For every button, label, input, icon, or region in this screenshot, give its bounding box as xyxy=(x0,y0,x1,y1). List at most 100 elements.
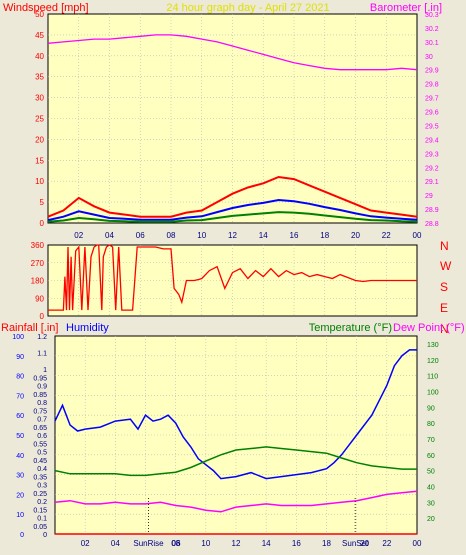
x-tick-label: 20 xyxy=(360,539,369,548)
y-tick-label-temperature: 110 xyxy=(427,374,438,381)
x-tick-label: 18 xyxy=(320,231,329,240)
y-tick-label-temperature: 20 xyxy=(427,516,435,523)
y-tick-label-humidity: 70 xyxy=(16,393,24,400)
wind-direction-panel: 0 90 180 270 360 xyxy=(31,241,418,321)
y-tick-label-humidity: 20 xyxy=(16,492,24,499)
y-tick-label-temperature: 100 xyxy=(427,389,439,396)
y-tick-label-rainfall: 0.7 xyxy=(37,417,47,424)
x-tick-label: 10 xyxy=(197,231,206,240)
series-line-1 xyxy=(47,175,418,218)
direction-line-0 xyxy=(48,244,417,311)
y-tick-label-barometer: 28.8 xyxy=(425,221,439,228)
y-tick-label-barometer: 30.1 xyxy=(425,40,439,47)
y-tick-label-barometer: 29.2 xyxy=(425,165,439,172)
y-tick-label-windspeed: 5 xyxy=(40,198,45,207)
y-tick-label-humidity: 10 xyxy=(16,512,24,519)
rain-humidity-temperature-panel: 010203040506070809010000.050.10.150.20.2… xyxy=(12,334,438,548)
y-tick-label-barometer: 29.5 xyxy=(425,123,439,130)
direction-label-w: W xyxy=(440,259,452,273)
series-line-humidity xyxy=(54,349,417,480)
series-line-0 xyxy=(47,34,418,71)
y-tick-label-rainfall: 0.6 xyxy=(37,433,47,440)
y-tick-label-rainfall: 0.15 xyxy=(33,507,47,514)
y-tick-label-direction: 360 xyxy=(31,241,45,250)
x-tick-label: 00 xyxy=(413,231,422,240)
y-tick-label-barometer: 30.2 xyxy=(425,26,439,33)
y-tick-label-rainfall: 0.75 xyxy=(33,408,47,415)
y-tick-label-temperature: 30 xyxy=(427,500,435,507)
x-tick-label: 14 xyxy=(262,539,271,548)
y-tick-label-windspeed: 45 xyxy=(35,31,44,40)
y-tick-label-humidity: 80 xyxy=(16,374,24,381)
y-tick-label-barometer: 29.4 xyxy=(425,137,439,144)
y-tick-label-rainfall: 0.1 xyxy=(37,516,47,523)
y-tick-label-direction: 270 xyxy=(31,259,45,268)
x-tick-label: 20 xyxy=(351,231,360,240)
y-tick-label-rainfall: 0.55 xyxy=(33,441,47,448)
y-tick-label-temperature: 60 xyxy=(427,453,435,460)
y-tick-label-windspeed: 25 xyxy=(35,115,44,124)
x-tick-label: 08 xyxy=(171,539,180,548)
y-tick-label-barometer: 28.9 xyxy=(425,207,439,214)
y-tick-label-humidity: 40 xyxy=(16,453,24,460)
y-tick-label-barometer: 29.8 xyxy=(425,82,439,89)
y-tick-label-windspeed: 20 xyxy=(35,135,44,144)
y-tick-label-direction: 180 xyxy=(31,277,45,286)
y-tick-label-windspeed: 30 xyxy=(35,94,44,103)
y-tick-label-rainfall: 1.2 xyxy=(37,334,47,341)
rainfall-axis-label: Rainfall [.in] xyxy=(1,322,58,334)
y-tick-label-rainfall: 0.35 xyxy=(33,474,47,481)
y-tick-label-humidity: 0 xyxy=(20,532,24,539)
y-tick-label-windspeed: 40 xyxy=(35,52,44,61)
x-tick-label: 08 xyxy=(167,231,176,240)
y-tick-label-temperature: 70 xyxy=(427,437,435,444)
y-tick-label-rainfall: 1.1 xyxy=(37,351,47,358)
x-tick-label: SunRise xyxy=(133,539,164,548)
y-tick-label-rainfall: 0.05 xyxy=(33,524,47,531)
y-tick-label-temperature: 120 xyxy=(427,358,439,365)
x-tick-label: 06 xyxy=(136,231,145,240)
series-line-temperature xyxy=(54,446,417,477)
y-tick-label-rainfall: 0.65 xyxy=(33,425,47,432)
direction-label-n-top: N xyxy=(440,239,449,253)
y-tick-label-rainfall: 0.9 xyxy=(37,384,47,391)
barometer-axis-label: Barometer [.in] xyxy=(370,2,442,14)
x-tick-label: 06 xyxy=(172,539,181,548)
x-tick-label: 00 xyxy=(413,539,422,548)
y-tick-label-rainfall: 0 xyxy=(43,532,47,539)
y-tick-label-rainfall: 0.25 xyxy=(33,491,47,498)
y-tick-label-humidity: 100 xyxy=(12,334,24,341)
x-tick-label: 14 xyxy=(259,231,268,240)
x-tick-label: 10 xyxy=(201,539,210,548)
chart-title: 24 hour graph day - April 27 2021 xyxy=(166,2,329,14)
temperature-axis-label: Temperature (°F) xyxy=(309,322,392,334)
y-tick-label-barometer: 29.9 xyxy=(425,68,439,75)
y-tick-label-rainfall: 0.4 xyxy=(37,466,47,473)
x-tick-label: 04 xyxy=(105,231,114,240)
y-tick-label-temperature: 90 xyxy=(427,405,435,412)
x-tick-label: 18 xyxy=(322,539,331,548)
y-tick-label-rainfall: 0.8 xyxy=(37,400,47,407)
y-tick-label-barometer: 29.3 xyxy=(425,151,439,158)
y-tick-label-rainfall: 0.5 xyxy=(37,450,47,457)
y-tick-label-temperature: 40 xyxy=(427,484,435,491)
x-tick-label: 04 xyxy=(111,539,120,548)
direction-label-n-bottom: N xyxy=(440,322,449,336)
x-tick-label: 02 xyxy=(81,539,90,548)
y-tick-label-rainfall: 0.85 xyxy=(33,392,47,399)
direction-label-e: E xyxy=(440,301,448,315)
series-line-2 xyxy=(47,198,418,222)
y-tick-label-humidity: 60 xyxy=(16,413,24,420)
y-tick-label-windspeed: 10 xyxy=(35,177,44,186)
x-tick-label: 16 xyxy=(292,539,301,548)
x-tick-label: 12 xyxy=(232,539,241,548)
y-tick-label-humidity: 50 xyxy=(16,433,24,440)
y-tick-label-temperature: 130 xyxy=(427,342,439,349)
y-tick-label-humidity: 90 xyxy=(16,354,24,361)
wind-barometer-panel: 0 5 10 15 20 25 30 35 40 45 50 28.8 28.9 29 29.1 29.2 29… xyxy=(35,10,439,240)
humidity-axis-label: Humidity xyxy=(66,322,109,334)
y-tick-label-temperature: 80 xyxy=(427,421,435,428)
y-tick-label-barometer: 30 xyxy=(425,54,433,61)
direction-label-s: S xyxy=(440,280,448,294)
